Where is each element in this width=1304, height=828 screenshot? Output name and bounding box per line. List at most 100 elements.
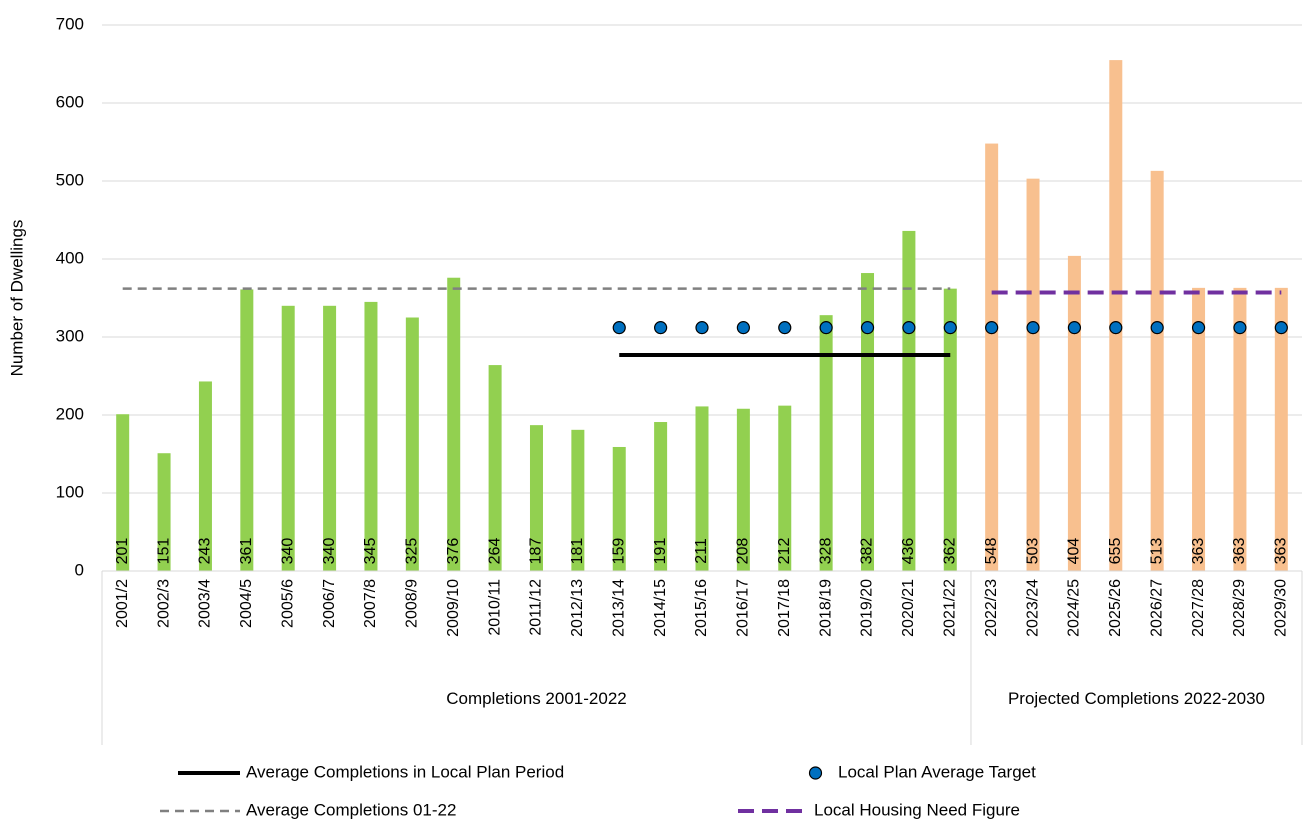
x-tick-label: 2004/5 (238, 579, 255, 628)
data-label: 264 (486, 538, 503, 565)
data-label: 243 (197, 538, 214, 565)
data-label: 345 (362, 538, 379, 565)
x-tick-label: 2005/6 (279, 579, 296, 628)
bar (1192, 287, 1206, 571)
bar (571, 429, 585, 571)
data-label: 187 (528, 538, 545, 565)
bar (1150, 170, 1164, 572)
y-tick-label: 200 (56, 404, 84, 423)
target-dot (985, 321, 999, 335)
bar (447, 277, 461, 571)
y-axis-label: Number of Dwellings (7, 220, 26, 377)
data-label: 191 (652, 538, 669, 565)
data-label: 328 (817, 538, 834, 565)
y-tick-label: 700 (56, 14, 84, 33)
x-tick-label: 2021/22 (941, 579, 958, 637)
data-label: 503 (1024, 538, 1041, 565)
x-tick-label: 2020/21 (900, 579, 917, 637)
group-label: Completions 2001-2022 (446, 689, 627, 708)
bar (240, 289, 254, 571)
data-label: 548 (983, 538, 1000, 565)
x-tick-label: 2003/4 (197, 579, 214, 628)
x-tick-label: 2016/17 (735, 579, 752, 637)
x-tick-label: 2018/19 (817, 579, 834, 637)
legend-marker (808, 766, 823, 780)
bar (1026, 178, 1040, 571)
target-dot (819, 321, 833, 335)
bar (654, 422, 668, 571)
x-tick-label: 2024/25 (1066, 579, 1083, 637)
target-dot (1274, 321, 1288, 335)
target-dot (1233, 321, 1247, 335)
target-dot (1109, 321, 1123, 335)
data-label: 363 (1190, 538, 1207, 565)
x-tick-label: 2001/2 (114, 579, 131, 628)
y-tick-label: 100 (56, 482, 84, 501)
y-tick-label: 500 (56, 170, 84, 189)
data-label: 208 (735, 538, 752, 565)
x-tick-label: 2029/30 (1273, 579, 1290, 637)
x-tick-label: 2026/27 (1148, 579, 1165, 637)
x-tick-label: 2011/12 (528, 579, 545, 636)
x-tick-label: 2012/13 (569, 579, 586, 637)
bar (736, 408, 750, 571)
target-dot (860, 321, 875, 335)
bar (695, 406, 709, 571)
group-label-box: Projected Completions 2022-2030 (1007, 689, 1265, 708)
x-tick-label: 2028/29 (1231, 579, 1248, 637)
target-dot (1150, 321, 1164, 335)
data-label: 404 (1066, 538, 1083, 565)
data-label: 159 (610, 538, 627, 565)
target-dot (943, 321, 957, 335)
target-dot (1026, 321, 1040, 335)
bar (116, 414, 130, 571)
group-label: Projected Completions 2022-2030 (1007, 689, 1265, 708)
data-label: 376 (445, 538, 462, 565)
x-tick-label: 2002/3 (155, 579, 172, 628)
bar (157, 453, 171, 571)
data-label: 382 (859, 538, 876, 565)
bar (902, 230, 916, 572)
target-dot (695, 321, 709, 335)
data-label: 513 (1148, 538, 1165, 565)
x-tick-label: 2022/23 (983, 579, 1000, 637)
y-tick-label: 400 (56, 248, 84, 267)
y-tick-label: 600 (56, 92, 84, 111)
target-dot (736, 321, 750, 335)
bar (1067, 255, 1081, 571)
legend-label: Local Plan Average Target (838, 762, 1036, 781)
x-tick-label: 2014/15 (652, 579, 669, 637)
bar (1233, 287, 1247, 571)
data-label: 362 (941, 538, 958, 565)
x-tick-label: 2008/9 (404, 579, 421, 628)
x-tick-label: 2025/26 (1107, 579, 1124, 637)
x-tick-label: 2023/24 (1024, 579, 1041, 637)
bar (405, 317, 419, 571)
bar (488, 365, 502, 571)
target-dot (1067, 321, 1082, 335)
x-tick-label: 2009/10 (445, 579, 462, 637)
bar (819, 315, 833, 571)
target-dot (778, 321, 792, 335)
legend-label: Average Completions 01-22 (246, 800, 456, 819)
bar (1109, 60, 1123, 571)
x-tick-label: 2027/28 (1190, 579, 1207, 637)
data-label: 211 (693, 538, 710, 564)
x-tick-label: 2015/16 (693, 579, 710, 637)
data-label: 151 (155, 538, 172, 565)
target-dot (612, 321, 626, 335)
data-label: 363 (1231, 538, 1248, 565)
y-tick-label: 300 (56, 326, 84, 345)
x-tick-label: 2010/11 (486, 579, 503, 636)
data-label: 340 (321, 538, 338, 565)
x-tick-label: 2019/20 (859, 579, 876, 637)
bar (529, 425, 543, 571)
data-label: 361 (238, 538, 255, 565)
bar (612, 446, 626, 571)
bar (778, 405, 792, 571)
bar (985, 143, 999, 571)
bar (861, 273, 875, 571)
data-label: 363 (1273, 538, 1290, 565)
